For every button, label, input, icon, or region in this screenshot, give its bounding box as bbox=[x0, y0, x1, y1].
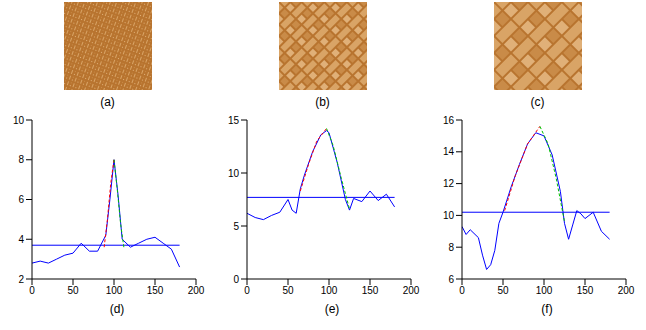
svg-text:15: 15 bbox=[228, 115, 240, 126]
svg-text:50: 50 bbox=[282, 285, 294, 296]
svg-text:200: 200 bbox=[618, 285, 635, 296]
svg-text:16: 16 bbox=[443, 115, 455, 126]
svg-text:6: 6 bbox=[448, 274, 454, 285]
html-text:(c): (c) bbox=[530, 95, 545, 109]
svg-text:6: 6 bbox=[18, 194, 24, 205]
svg-text:150: 150 bbox=[147, 285, 164, 296]
svg-text:50: 50 bbox=[67, 285, 79, 296]
svg-text:100: 100 bbox=[106, 285, 123, 296]
svg-text:150: 150 bbox=[577, 285, 594, 296]
svg-text:10: 10 bbox=[228, 168, 240, 179]
svg-text:100: 100 bbox=[536, 285, 553, 296]
svg-text:50: 50 bbox=[497, 285, 509, 296]
html-text:(b): (b) bbox=[315, 95, 330, 109]
svg-text:0: 0 bbox=[244, 285, 250, 296]
html-text:(d): (d) bbox=[109, 302, 125, 316]
svg-text:2: 2 bbox=[18, 274, 24, 285]
svg-text:100: 100 bbox=[321, 285, 338, 296]
svg-text:0: 0 bbox=[233, 274, 239, 285]
svg-text:12: 12 bbox=[443, 178, 455, 189]
svg-text:8: 8 bbox=[18, 154, 24, 165]
svg-text:0: 0 bbox=[29, 285, 35, 296]
html-text:(e): (e) bbox=[324, 302, 340, 316]
svg-text:10: 10 bbox=[13, 115, 25, 126]
svg-text:150: 150 bbox=[362, 285, 379, 296]
html-text:(a): (a) bbox=[100, 95, 115, 109]
svg-text:0: 0 bbox=[459, 285, 465, 296]
svg-text:5: 5 bbox=[233, 221, 239, 232]
svg-text:200: 200 bbox=[403, 285, 420, 296]
svg-text:200: 200 bbox=[188, 285, 205, 296]
svg-text:4: 4 bbox=[18, 234, 24, 245]
svg-text:10: 10 bbox=[443, 210, 455, 221]
html-text:(f): (f) bbox=[541, 302, 553, 316]
svg-text:8: 8 bbox=[448, 242, 454, 253]
svg-text:14: 14 bbox=[443, 146, 455, 157]
